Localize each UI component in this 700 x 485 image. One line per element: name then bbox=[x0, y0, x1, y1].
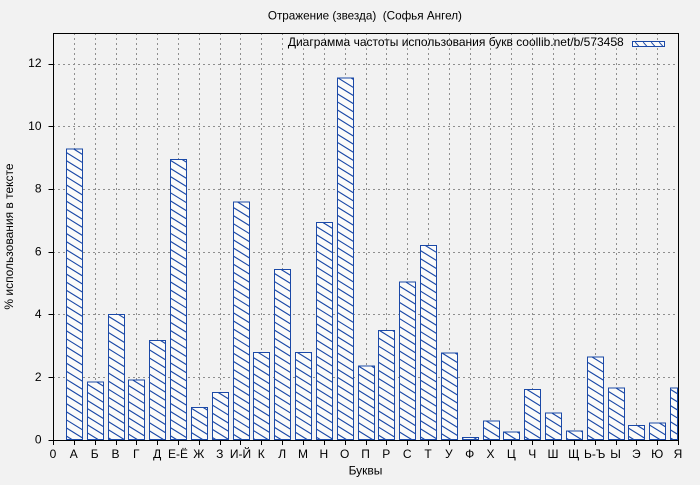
svg-text:0: 0 bbox=[35, 433, 42, 447]
svg-text:% использования в тексте: % использования в тексте bbox=[2, 163, 16, 309]
svg-text:4: 4 bbox=[35, 307, 42, 321]
svg-text:Н: Н bbox=[319, 447, 328, 461]
svg-text:Х: Х bbox=[486, 447, 494, 461]
svg-text:Ч: Ч bbox=[528, 447, 536, 461]
svg-text:У: У bbox=[445, 447, 453, 461]
svg-text:С: С bbox=[403, 447, 412, 461]
svg-text:Буквы: Буквы bbox=[349, 463, 383, 477]
svg-text:Э: Э bbox=[632, 447, 641, 461]
svg-text:Ь-Ъ: Ь-Ъ bbox=[584, 447, 605, 461]
svg-text:П: П bbox=[361, 447, 370, 461]
svg-text:Т: Т bbox=[424, 447, 432, 461]
svg-text:О: О bbox=[340, 447, 349, 461]
svg-text:Р: Р bbox=[382, 447, 390, 461]
svg-text:Г: Г bbox=[133, 447, 140, 461]
svg-text:А: А bbox=[70, 447, 78, 461]
svg-text:Б: Б bbox=[91, 447, 99, 461]
svg-text:Л: Л bbox=[278, 447, 286, 461]
svg-text:И-Й: И-Й bbox=[230, 446, 251, 461]
svg-text:В: В bbox=[111, 447, 119, 461]
svg-text:12: 12 bbox=[28, 56, 42, 70]
svg-text:Д: Д bbox=[153, 447, 161, 461]
svg-text:Ц: Ц bbox=[507, 447, 516, 461]
svg-text:2: 2 bbox=[35, 370, 42, 384]
svg-text:М: М bbox=[298, 447, 308, 461]
svg-text:Диаграмма частоты использовани: Диаграмма частоты использования букв coo… bbox=[288, 35, 624, 49]
svg-text:З: З bbox=[216, 447, 223, 461]
svg-text:Ы: Ы bbox=[610, 447, 621, 461]
svg-text:Отражение (звезда) (Софья Анг: Отражение (звезда) (Софья Ангел) bbox=[268, 9, 462, 22]
svg-text:Е-Ё: Е-Ё bbox=[168, 447, 188, 461]
svg-text:Ш: Ш bbox=[548, 447, 559, 461]
svg-text:Ж: Ж bbox=[193, 447, 204, 461]
svg-text:10: 10 bbox=[28, 119, 42, 133]
svg-text:Ю: Ю bbox=[651, 447, 663, 461]
svg-text:Ф: Ф bbox=[465, 447, 474, 461]
svg-text:0: 0 bbox=[50, 447, 57, 461]
svg-text:6: 6 bbox=[35, 244, 42, 258]
svg-text:Я: Я bbox=[674, 447, 683, 461]
svg-text:8: 8 bbox=[35, 182, 42, 196]
svg-text:Щ: Щ bbox=[568, 447, 579, 461]
svg-text:К: К bbox=[258, 447, 265, 461]
